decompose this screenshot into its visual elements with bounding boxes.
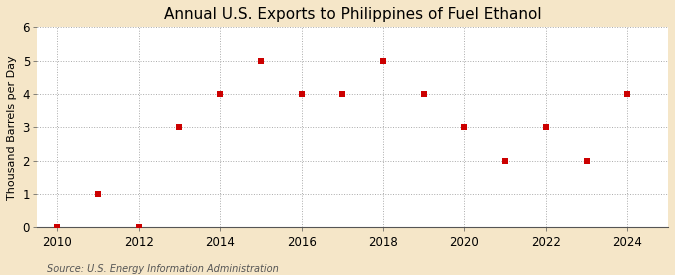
Point [92,192,103,196]
Point [418,92,429,96]
Point [541,125,551,130]
Point [296,92,307,96]
Point [134,225,144,230]
Text: Source: U.S. Energy Information Administration: Source: U.S. Energy Information Administ… [47,264,279,274]
Point [459,125,470,130]
Point [174,125,185,130]
Point [377,59,388,63]
Point [52,225,63,230]
Point [337,92,348,96]
Point [500,159,510,163]
Point [622,92,632,96]
Title: Annual U.S. Exports to Philippines of Fuel Ethanol: Annual U.S. Exports to Philippines of Fu… [163,7,541,22]
Point [581,159,592,163]
Point [255,59,266,63]
Y-axis label: Thousand Barrels per Day: Thousand Barrels per Day [7,55,17,200]
Point [215,92,225,96]
